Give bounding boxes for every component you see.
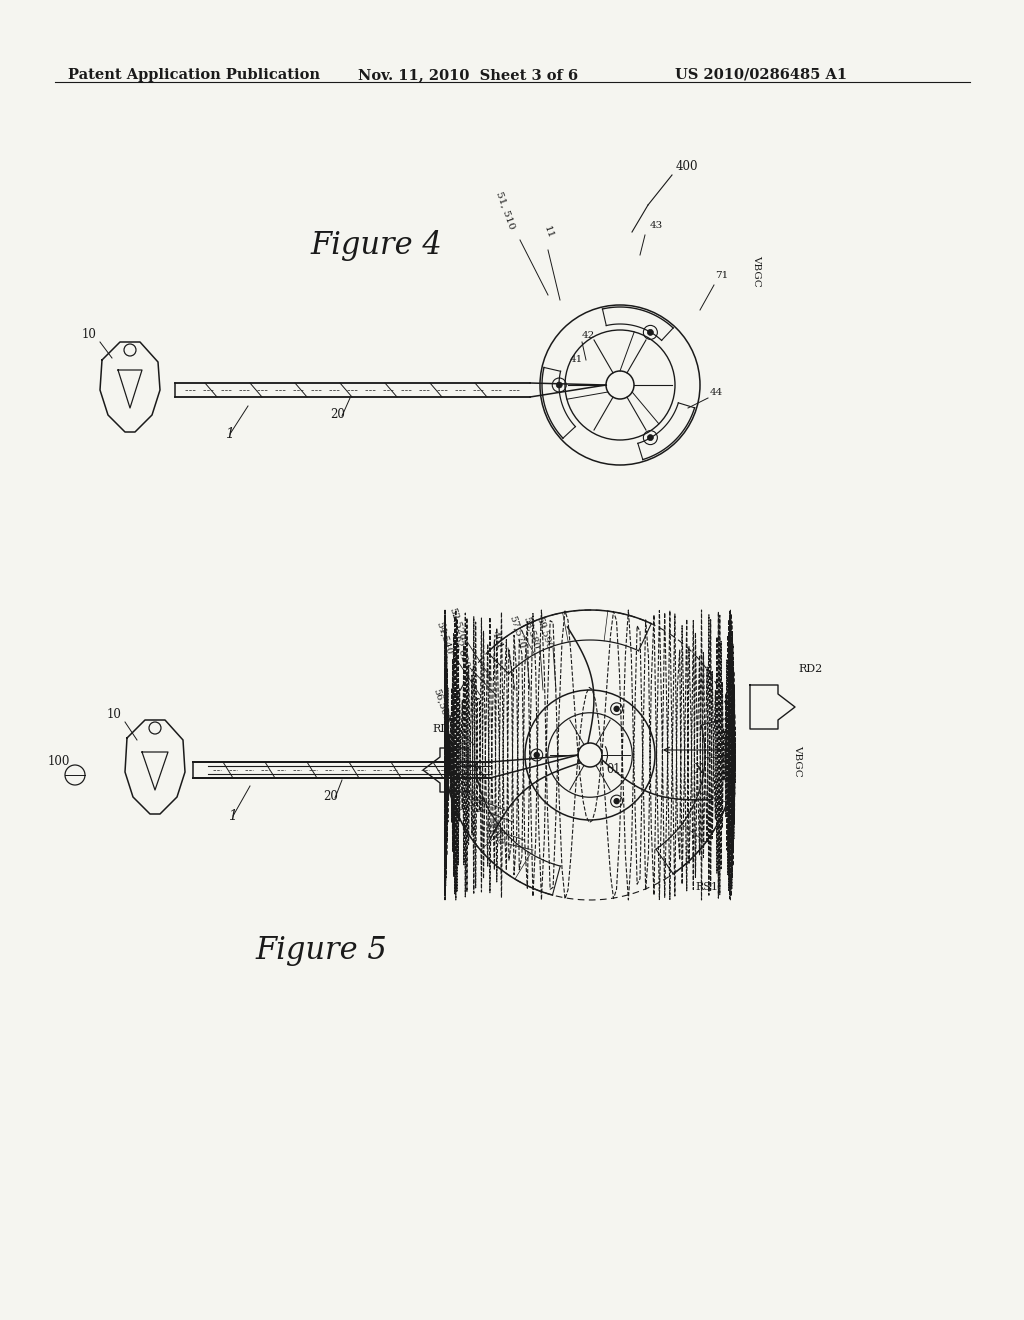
Text: 41: 41 bbox=[570, 355, 584, 364]
Text: Patent Application Publication: Patent Application Publication bbox=[68, 69, 319, 82]
Text: 43: 43 bbox=[650, 220, 664, 230]
Text: 58,580: 58,580 bbox=[522, 615, 541, 649]
Text: 400: 400 bbox=[676, 160, 698, 173]
Circle shape bbox=[647, 434, 653, 441]
Text: 51, 510: 51, 510 bbox=[494, 190, 516, 230]
Circle shape bbox=[614, 799, 620, 804]
Text: 42: 42 bbox=[582, 331, 595, 341]
Text: 11: 11 bbox=[542, 224, 555, 240]
Text: 62,620: 62,620 bbox=[452, 635, 471, 671]
Text: 56,560: 56,560 bbox=[432, 688, 451, 722]
Circle shape bbox=[535, 752, 540, 758]
Text: RD2: RD2 bbox=[798, 664, 822, 675]
Text: US 2010/0286485 A1: US 2010/0286485 A1 bbox=[675, 69, 847, 82]
Circle shape bbox=[647, 330, 653, 335]
Text: VBGC: VBGC bbox=[752, 255, 761, 286]
Text: 71: 71 bbox=[715, 271, 728, 280]
Text: 401: 401 bbox=[490, 630, 504, 649]
Text: 530: 530 bbox=[470, 793, 484, 814]
Text: 54,540: 54,540 bbox=[435, 620, 454, 656]
Text: 57,570: 57,570 bbox=[508, 615, 527, 649]
Text: Figure 5: Figure 5 bbox=[255, 935, 387, 966]
Text: 20: 20 bbox=[323, 789, 338, 803]
Text: 55: 55 bbox=[483, 820, 496, 834]
Text: 10: 10 bbox=[82, 327, 97, 341]
Text: 10: 10 bbox=[106, 708, 122, 721]
Text: 53: 53 bbox=[462, 788, 474, 803]
Text: 44: 44 bbox=[710, 388, 723, 397]
Text: 1: 1 bbox=[228, 809, 237, 822]
Text: RD1: RD1 bbox=[432, 723, 457, 734]
Text: VBGC: VBGC bbox=[793, 746, 802, 777]
Text: 550: 550 bbox=[490, 826, 504, 846]
Text: Nov. 11, 2010  Sheet 3 of 6: Nov. 11, 2010 Sheet 3 of 6 bbox=[358, 69, 579, 82]
Circle shape bbox=[556, 381, 562, 388]
Text: 100: 100 bbox=[48, 755, 71, 768]
Text: θ1: θ1 bbox=[606, 763, 621, 776]
Text: 20: 20 bbox=[330, 408, 345, 421]
Text: 52,520: 52,520 bbox=[449, 607, 467, 642]
Text: X: X bbox=[695, 763, 703, 776]
Circle shape bbox=[614, 706, 620, 711]
Text: 1: 1 bbox=[225, 426, 233, 441]
Text: 59,590: 59,590 bbox=[535, 615, 554, 649]
Text: RS1: RS1 bbox=[695, 882, 718, 892]
Text: Figure 4: Figure 4 bbox=[310, 230, 441, 261]
